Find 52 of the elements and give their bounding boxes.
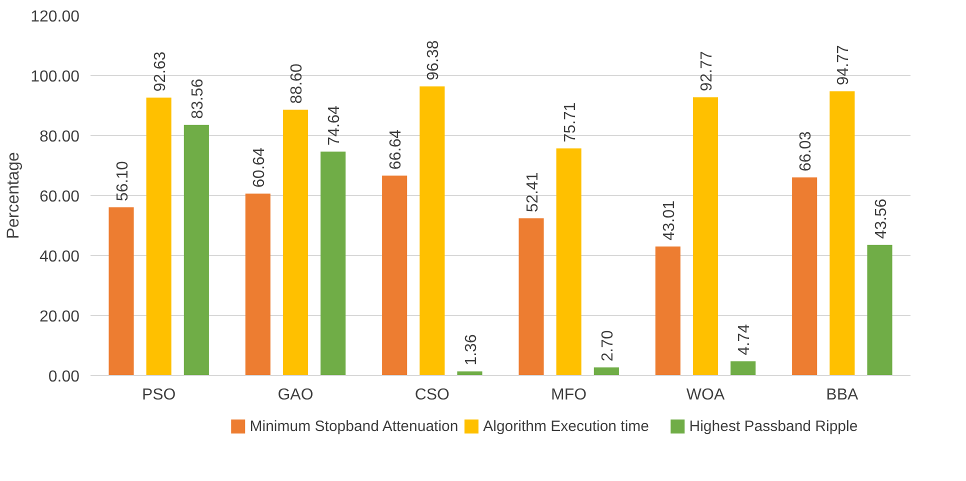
data-label: 75.71 xyxy=(562,102,579,142)
legend-label: Minimum Stopband Attenuation xyxy=(250,418,458,435)
data-label: 56.10 xyxy=(114,161,132,202)
data-label: 66.03 xyxy=(798,131,815,172)
data-label: 60.64 xyxy=(250,147,268,188)
data-label: 43.56 xyxy=(872,198,890,239)
bar xyxy=(320,152,346,376)
x-tick-label: GAO xyxy=(278,386,314,404)
y-tick-label: 60.00 xyxy=(39,188,80,206)
x-tick-label: BBA xyxy=(826,386,859,404)
bar xyxy=(146,98,172,376)
y-tick-label: 120.00 xyxy=(30,8,80,26)
data-label: 1.36 xyxy=(462,334,480,366)
y-tick-label: 0.00 xyxy=(48,368,80,386)
bar xyxy=(830,91,855,376)
data-label: 43.01 xyxy=(660,200,678,240)
data-label: 4.74 xyxy=(736,324,754,356)
y-tick-label: 100.00 xyxy=(30,68,80,86)
legend-label: Algorithm Execution time xyxy=(483,418,650,435)
bar xyxy=(420,86,445,376)
y-tick-label: 20.00 xyxy=(39,308,80,326)
y-axis-title: Percentage xyxy=(4,152,23,239)
data-label: 96.38 xyxy=(425,40,442,80)
bar xyxy=(594,367,619,376)
data-label: 88.60 xyxy=(288,64,306,104)
x-tick-label: CSO xyxy=(414,386,450,404)
bar xyxy=(730,361,756,376)
bar xyxy=(692,97,718,376)
bar xyxy=(655,246,680,376)
bar xyxy=(556,148,582,376)
bar xyxy=(518,218,544,376)
data-label: 66.64 xyxy=(388,129,405,170)
data-label: 94.77 xyxy=(835,45,852,86)
bar xyxy=(184,124,209,376)
legend-label: Highest Passband Ripple xyxy=(689,418,858,435)
bar xyxy=(282,110,308,376)
data-label: 2.70 xyxy=(599,330,616,362)
data-label: 92.63 xyxy=(152,51,169,92)
data-label: 83.56 xyxy=(189,78,206,119)
x-tick-label: PSO xyxy=(142,386,176,404)
x-tick-label: MFO xyxy=(551,386,587,404)
bar xyxy=(792,177,818,376)
bar xyxy=(382,176,408,376)
bar xyxy=(867,244,892,376)
y-tick-label: 40.00 xyxy=(39,248,80,266)
x-tick-label: WOA xyxy=(686,386,725,404)
data-label: 74.64 xyxy=(326,105,344,146)
data-label: 52.41 xyxy=(524,172,542,212)
y-tick-label: 80.00 xyxy=(39,128,80,146)
data-label: 92.77 xyxy=(698,51,716,92)
bar xyxy=(108,207,134,376)
bar xyxy=(245,194,270,376)
